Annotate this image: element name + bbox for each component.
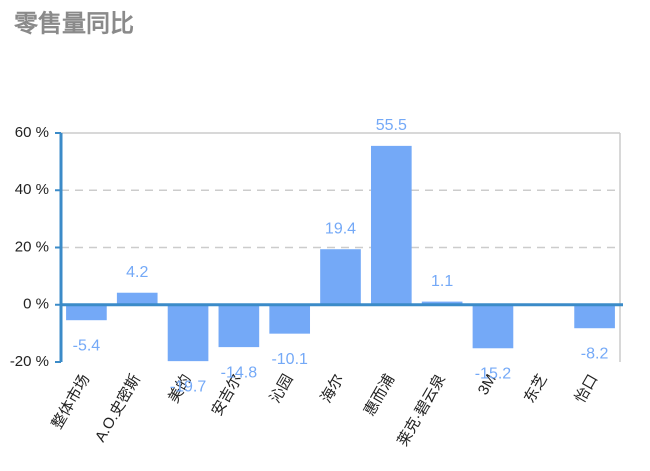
x-tick-label: 整体市场 [49, 371, 94, 431]
bar [574, 304, 615, 329]
bar [66, 304, 107, 321]
value-label: 19.4 [325, 220, 356, 237]
y-tick-label: 0 % [23, 296, 49, 313]
value-label: 1.1 [431, 273, 453, 290]
x-tick-label: 怡口 [572, 371, 602, 405]
value-label: 55.5 [376, 117, 407, 134]
bar [269, 304, 311, 334]
y-tick-label: 60 % [15, 124, 49, 141]
y-tick-label: 40 % [15, 181, 49, 198]
bar [218, 304, 260, 348]
bar [116, 292, 158, 305]
value-label: -15.2 [475, 365, 512, 382]
x-tick-label: 东芝 [521, 371, 551, 405]
bar [472, 304, 514, 349]
x-tick-label: 惠而浦 [361, 371, 398, 418]
x-tick-label: A.O.史密斯 [92, 371, 144, 444]
value-label: 4.2 [126, 264, 148, 281]
value-label: -5.4 [73, 337, 101, 354]
x-tick-label: 沁园 [267, 371, 297, 405]
value-label: -10.1 [271, 351, 308, 368]
value-label: -19.7 [170, 378, 207, 395]
x-tick-label: 海尔 [318, 371, 348, 405]
value-label: -14.8 [221, 364, 258, 381]
bar [167, 304, 209, 362]
bar [370, 145, 412, 305]
bar [421, 301, 463, 305]
value-label: -8.2 [581, 345, 609, 362]
y-tick-label: 20 % [15, 238, 49, 255]
bar [320, 249, 361, 305]
chart-title: 零售量同比 [13, 9, 134, 37]
x-tick-label: 莱克·碧云泉 [394, 371, 449, 449]
y-tick-label: -20 % [10, 353, 49, 370]
